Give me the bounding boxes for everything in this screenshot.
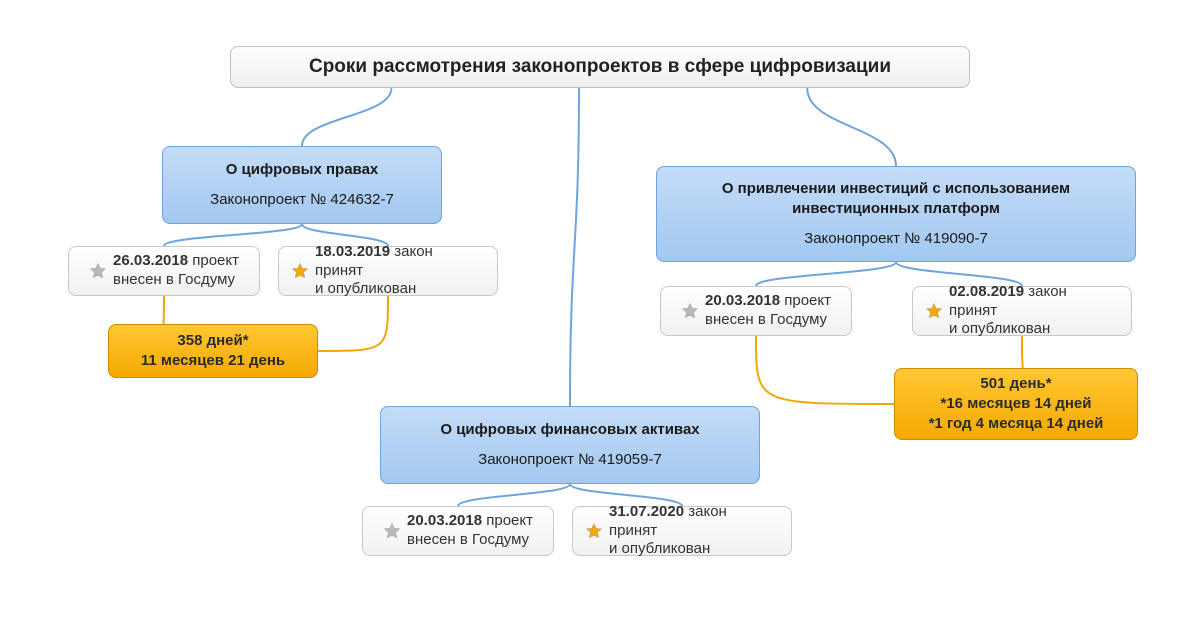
star-icon	[925, 302, 943, 320]
star-icon	[383, 522, 401, 540]
law-subtitle: Законопроект № 424632-7	[175, 190, 429, 210]
milestone-line2: и опубликован	[315, 280, 485, 299]
duration-node: 501 день**16 месяцев 14 дней*1 год 4 мес…	[894, 368, 1138, 440]
law-title: О привлечении инвестиций с использование…	[669, 179, 1123, 220]
duration-line: *16 месяцев 14 дней	[907, 394, 1125, 414]
law-subtitle: Законопроект № 419090-7	[669, 229, 1123, 249]
duration-node: 358 дней*11 месяцев 21 день	[108, 324, 318, 378]
duration-line: *1 год 4 месяца 14 дней	[907, 414, 1125, 434]
milestone-line2: и опубликован	[949, 320, 1119, 339]
diagram-canvas: Сроки рассмотрения законопроектов в сфер…	[0, 0, 1200, 628]
milestone-line1: 26.03.2018 проект	[113, 252, 239, 271]
milestone-line1: 18.03.2019 закон принят	[315, 243, 485, 281]
milestone-line1: 02.08.2019 закон принят	[949, 283, 1119, 321]
milestone-node: 20.03.2018 проект внесен в Госдуму	[362, 506, 554, 556]
root-title-text: Сроки рассмотрения законопроектов в сфер…	[243, 54, 957, 80]
law-title: О цифровых финансовых активах	[393, 420, 747, 440]
milestone-node: 18.03.2019 закон принят и опубликован	[278, 246, 498, 296]
law-node-digital-rights: О цифровых правах Законопроект № 424632-…	[162, 146, 442, 224]
law-subtitle: Законопроект № 419059-7	[393, 450, 747, 470]
star-icon	[681, 302, 699, 320]
milestone-node: 02.08.2019 закон принят и опубликован	[912, 286, 1132, 336]
milestone-node: 26.03.2018 проект внесен в Госдуму	[68, 246, 260, 296]
duration-line: 358 дней*	[121, 331, 305, 351]
milestone-node: 20.03.2018 проект внесен в Госдуму	[660, 286, 852, 336]
milestone-line2: внесен в Госдуму	[705, 311, 831, 330]
star-icon	[585, 522, 603, 540]
milestone-line2: внесен в Госдуму	[407, 531, 533, 550]
milestone-node: 31.07.2020 закон принят и опубликован	[572, 506, 792, 556]
star-icon	[291, 262, 309, 280]
milestone-line2: внесен в Госдуму	[113, 271, 239, 290]
duration-line: 11 месяцев 21 день	[121, 351, 305, 371]
milestone-line2: и опубликован	[609, 540, 779, 559]
milestone-line1: 20.03.2018 проект	[705, 292, 831, 311]
law-node-investment-platforms: О привлечении инвестиций с использование…	[656, 166, 1136, 262]
law-node-digital-assets: О цифровых финансовых активах Законопрое…	[380, 406, 760, 484]
duration-line: 501 день*	[907, 374, 1125, 394]
law-title: О цифровых правах	[175, 160, 429, 180]
milestone-line1: 20.03.2018 проект	[407, 512, 533, 531]
milestone-line1: 31.07.2020 закон принят	[609, 503, 779, 541]
root-title: Сроки рассмотрения законопроектов в сфер…	[230, 46, 970, 88]
star-icon	[89, 262, 107, 280]
